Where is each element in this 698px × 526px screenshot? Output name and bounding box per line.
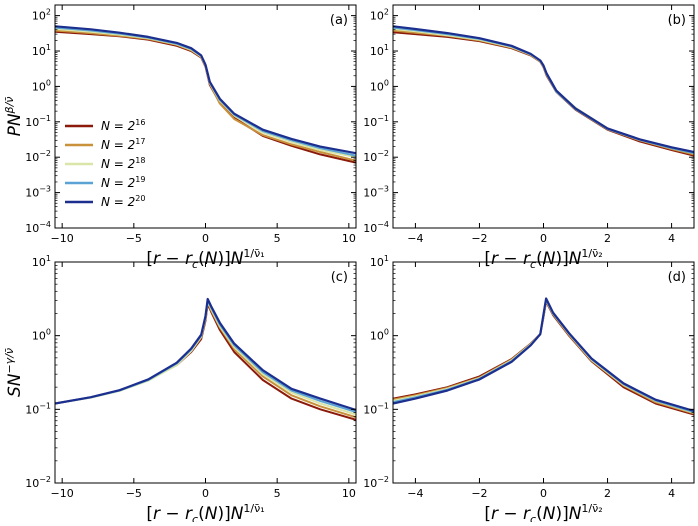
legend-entry: N = 217 [101,137,145,152]
panel-a: −10 −5 0 5 10 10−4 10−3 10−2 10−1 100 101 102 (a) [r … [3,4,357,271]
x-tick-label: −2 [471,232,487,245]
y-tick-label: 10−1 [25,114,51,129]
x-tick-label: 5 [274,232,281,245]
series-line-N20 [55,25,356,155]
y-tick-label: 10−1 [25,401,51,416]
x-axis-label: [r − rc(N)]N1/ν̄₂ [484,502,602,522]
series-line-N16 [393,31,694,157]
x-tick-label: 5 [274,487,281,500]
y-tick-label: 10−2 [363,475,389,490]
series-line-N17 [393,29,694,156]
y-tick-label: 10−2 [25,475,51,490]
y-tick-label: 10−3 [363,185,389,200]
panel-d: −4 −2 0 2 4 10−2 10−1 100 101 (d) [r − rc(N)]N1/ν̄… [363,254,695,526]
x-tick-label: 10 [342,487,356,500]
y-tick-label: 102 [32,8,51,23]
y-tick-label: 100 [32,328,51,343]
x-tick-label: −5 [126,487,142,500]
y-tick-label: 10−1 [363,114,389,129]
axes-frame [54,261,357,484]
series-line-N20 [393,25,694,154]
x-tick-label: 0 [540,232,547,245]
legend: N = 216 N = 217 N = 218 N = 219 N = 220 [65,118,145,209]
x-tick-label: 0 [202,487,209,500]
x-axis-label: [r − rc(N)]N1/ν̄₁ [146,247,264,271]
y-axis-label: SN−γ/ν̄ [3,348,25,397]
y-tick-label: 10−3 [25,185,51,200]
x-axis-label: [r − rc(N)]N1/ν̄₂ [484,247,602,271]
panel-label: (b) [668,13,686,28]
y-tick-label: 101 [370,254,389,269]
series-line-N19 [393,26,694,155]
panels: −10 −5 0 5 1010−410−310−210−1100101102(a)[r … [3,4,695,526]
x-tick-label: 2 [604,232,611,245]
legend-entry: N = 219 [101,175,145,190]
y-tick-label: 10−4 [363,220,389,235]
y-tick-label: 10−2 [25,149,51,164]
y-tick-label: 101 [370,43,389,58]
axes-frame [392,261,695,484]
y-tick-label: 101 [32,254,51,269]
x-axis-label: [r − rc(N)]N1/ν̄₁ [146,502,264,522]
series-line-N18 [393,28,694,155]
x-tick-label: −10 [51,487,74,500]
x-tick-label: −5 [126,232,142,245]
y-tick-label: 101 [32,43,51,58]
x-tick-label: 4 [668,232,675,245]
panel-label: (c) [331,270,348,285]
x-tick-label: 4 [668,487,675,500]
series-line-N20 [55,297,356,412]
y-tick-label: 10−1 [363,401,389,416]
x-tick-label: 2 [604,487,611,500]
y-tick-label: 100 [370,328,389,343]
x-tick-label: −2 [471,487,487,500]
y-tick-label: 100 [370,78,389,93]
panel-label: (d) [668,270,686,285]
x-tick-label: −10 [51,232,74,245]
x-tick-label: 10 [342,232,356,245]
y-axis-label: PNβ/ν̄ [3,97,25,137]
y-tick-label: 10−2 [363,149,389,164]
panel-c: −10 −5 0 5 10 10−2 10−1 100 101 (c) [r − rc(N)]N1/… [3,254,357,526]
x-tick-label: −4 [407,232,423,245]
y-tick-label: 10−4 [25,220,51,235]
legend-entry: N = 216 [101,118,145,133]
legend-entry: N = 220 [101,194,145,209]
series-line-N20 [393,297,694,413]
y-tick-label: 100 [32,78,51,93]
series-line-N19 [55,26,356,157]
x-tick-label: 0 [540,487,547,500]
legend-entry: N = 218 [101,156,145,171]
panel-b: −4 −2 0 2 4 10−4 10−3 10−2 10−1 100 101 102 (b) [r − … [363,4,695,271]
panel-label: (a) [330,13,348,28]
y-tick-label: 102 [370,8,389,23]
axes-frame [392,4,695,229]
x-tick-label: 0 [202,232,209,245]
x-tick-label: −4 [407,487,423,500]
